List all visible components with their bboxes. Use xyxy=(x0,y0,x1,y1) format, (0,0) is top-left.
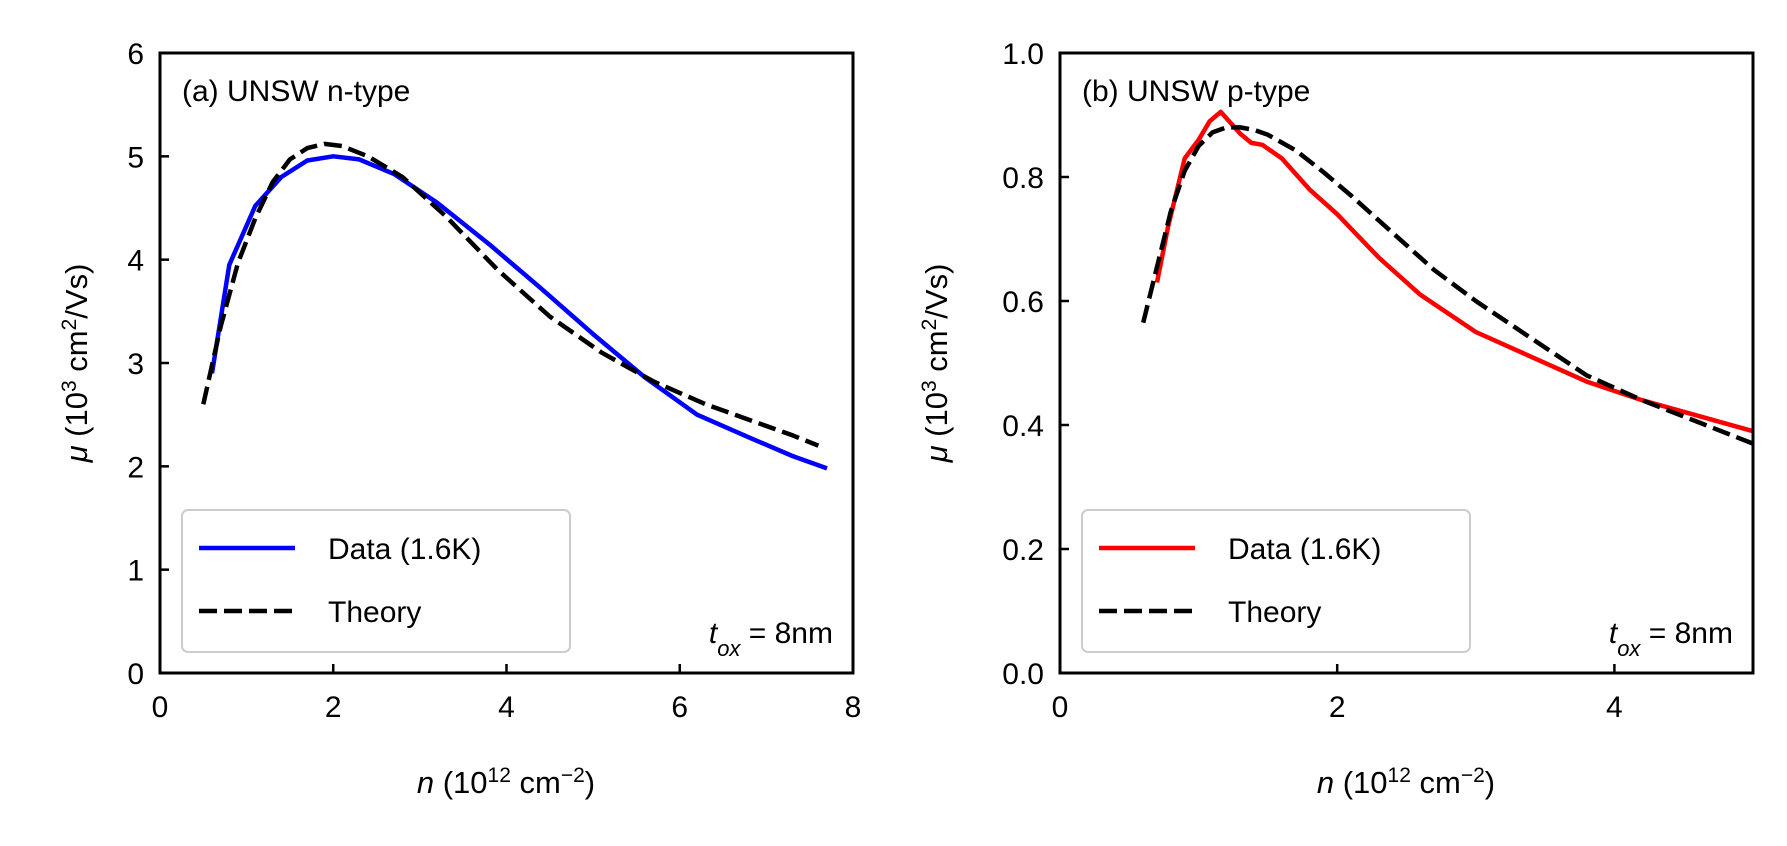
panel-a-x-tick-label: 4 xyxy=(498,691,515,724)
panel-b-y-axis-label: μ (103 cm2/Vs) xyxy=(918,264,955,464)
panel-b-x-tick-label: 4 xyxy=(1606,691,1623,724)
panel-b-legend-box xyxy=(1081,509,1471,653)
panel-b-series-theory xyxy=(1141,125,1754,446)
panel-b-y-tick-label: 0.4 xyxy=(1002,410,1044,443)
panel-b-oxide-thickness-annotation: tox = 8nm xyxy=(1609,617,1733,661)
panel-a-y-tick-label: 0 xyxy=(127,658,144,691)
panel-b-plot-frame xyxy=(1058,51,1755,675)
panel-a-x-tick-label: 6 xyxy=(671,691,688,724)
panel-a-y-tick-label: 4 xyxy=(127,245,144,278)
panel-b-series-data-1-6k xyxy=(1154,109,1754,434)
panel-b-legend-data-label: Data (1.6K) xyxy=(1228,533,1381,566)
panel-b-x-tick-label: 2 xyxy=(1329,691,1346,724)
panel-b-p-type: 0 2 4 0.0 0.2 0.4 0.6 0.8 1.0 (b) UNSW p-type n … xyxy=(918,38,1755,801)
panel-b-x-tick-label: 0 xyxy=(1052,691,1069,724)
panel-a-x-tick-label: 8 xyxy=(845,691,862,724)
panel-b-y-tick-label: 0.6 xyxy=(1002,286,1044,319)
panel-a-title: (a) UNSW n-type xyxy=(182,75,410,108)
panel-a-y-axis-label: μ (103 cm2/Vs) xyxy=(58,264,95,464)
panel-b-y-tick-label: 0.8 xyxy=(1002,162,1044,195)
panel-a-y-tick-label: 2 xyxy=(127,451,144,484)
panel-b-x-axis-label: n (1012 cm−2) xyxy=(1317,764,1495,801)
panel-b-ticks: 0 2 4 0.0 0.2 0.4 0.6 0.8 1.0 xyxy=(1002,38,1622,724)
panel-a-oxide-thickness-annotation: tox = 8nm xyxy=(709,617,833,661)
panel-a-n-type: 0 2 4 6 8 0 1 2 3 4 5 6 (a) UNSW n-type n (1012 cm−… xyxy=(58,38,862,800)
panel-a-y-tick-label: 3 xyxy=(127,348,144,381)
panel-a-legend-box xyxy=(181,509,571,653)
panel-a-ticks: 0 2 4 6 8 0 1 2 3 4 5 6 xyxy=(127,38,861,724)
panel-b-y-tick-label: 0.0 xyxy=(1002,658,1044,691)
panel-a-x-tick-label: 2 xyxy=(325,691,342,724)
panel-b-legend: Data (1.6K) Theory xyxy=(1081,509,1471,653)
panel-a-series-theory xyxy=(201,141,820,448)
panel-b-series xyxy=(1141,109,1754,446)
panel-a-x-tick-label: 0 xyxy=(152,691,169,724)
panel-a-series xyxy=(201,141,828,471)
panel-a-y-tick-label: 5 xyxy=(127,141,144,174)
panel-b-y-tick-label: 1.0 xyxy=(1002,38,1044,71)
panel-a-legend-data-label: Data (1.6K) xyxy=(328,533,481,566)
panel-b-legend-theory-label: Theory xyxy=(1228,596,1321,629)
panel-a-y-tick-label: 1 xyxy=(127,555,144,588)
panel-b-title: (b) UNSW p-type xyxy=(1082,75,1310,108)
panel-a-x-axis-label: n (1012 cm−2) xyxy=(417,764,595,801)
panel-a-y-tick-label: 6 xyxy=(127,38,144,71)
panel-b-y-tick-label: 0.2 xyxy=(1002,534,1044,567)
panel-a-legend-theory-label: Theory xyxy=(328,596,421,629)
panel-a-legend: Data (1.6K) Theory xyxy=(181,509,571,653)
panel-a-series-data-1-6k xyxy=(209,154,828,471)
